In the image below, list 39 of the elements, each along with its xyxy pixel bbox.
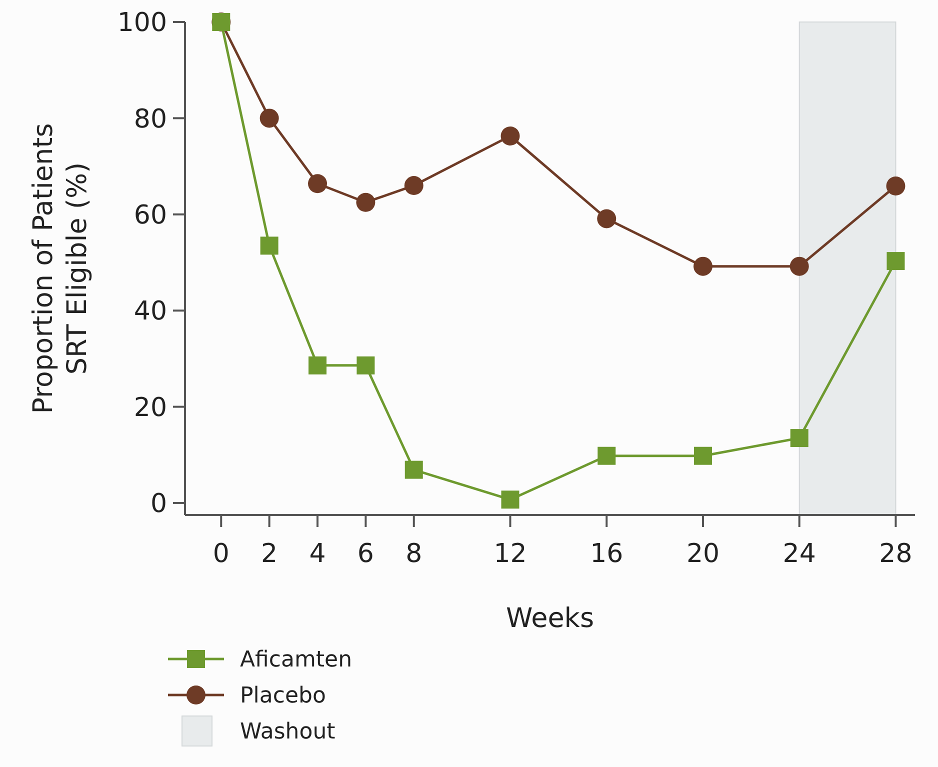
x-tick-label: 12 [494,539,527,569]
point [308,356,327,374]
point [790,256,809,276]
point [260,108,279,128]
x-tick-label: 28 [879,539,912,569]
point [308,174,328,194]
y-tick-label: 80 [134,104,167,134]
x-tick-label: 2 [261,539,278,569]
x-tick-label: 6 [357,539,374,569]
point [886,176,906,196]
point [693,256,712,276]
x-axis-title: Weeks [506,603,594,634]
x-tick-label: 8 [406,539,422,569]
point [500,126,520,146]
y-tick-label: 20 [134,392,167,423]
point [356,192,376,212]
legend-label: Placebo [240,684,326,709]
point [694,446,712,465]
y-tick-label: 40 [134,296,167,327]
x-tick-label: 16 [590,539,624,569]
y-tick-label: 60 [134,200,167,230]
point [598,446,616,465]
y-tick-label: 100 [117,8,167,38]
x-tick-label: 4 [309,539,326,569]
point [501,490,520,509]
point [404,176,424,196]
y-axis-title: Proportion of Patients SRT Eligible (%) [28,123,93,414]
x-tick-label: 24 [782,539,816,569]
x-tick-label: 20 [686,539,720,569]
point [260,236,278,255]
point [597,209,616,228]
point [356,356,375,374]
legend-label: Washout [240,720,336,745]
x-tick-label: 0 [212,539,230,569]
legend-label: Aficamten [240,648,352,673]
point [404,460,423,479]
point [790,429,808,448]
point [886,252,905,270]
y-tick-label: 0 [150,489,167,520]
